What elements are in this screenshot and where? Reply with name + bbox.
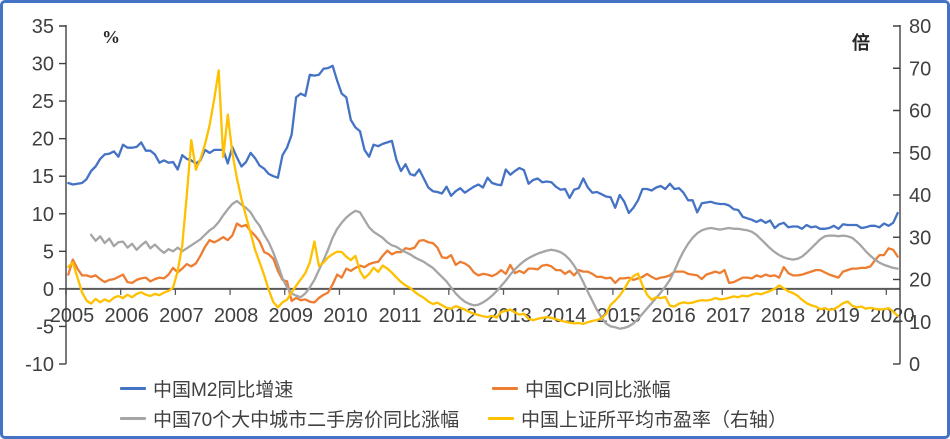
left-axis-unit-label: % (102, 27, 120, 47)
x-axis-year-label: 2017 (706, 305, 751, 327)
left-axis-tick-label: 15 (32, 166, 54, 188)
right-axis-tick-label: 40 (909, 185, 931, 207)
legend-label-cpi: 中国CPI同比涨幅 (525, 379, 671, 401)
series-line-3 (67, 69, 899, 326)
left-axis-tick-label: -5 (36, 316, 54, 338)
m2-legend-marker-icon (120, 386, 146, 390)
x-axis-year-label: 2018 (761, 305, 806, 327)
right-axis-tick-label: 0 (909, 354, 920, 376)
right-axis-tick-label: 60 (909, 101, 931, 123)
left-axis-tick-label: 25 (32, 91, 54, 113)
legend-label-m2: 中国M2同比增速 (153, 379, 294, 401)
cpi-legend-marker-icon (492, 386, 518, 390)
right-axis-tick-label: 10 (909, 312, 931, 334)
x-axis-year-label: 2014 (542, 305, 587, 327)
x-axis-year-label: 2005 (50, 305, 95, 327)
left-axis-tick-label: -10 (25, 354, 54, 376)
x-axis-year-label: 2016 (651, 305, 696, 327)
legend-item-m2: 中国M2同比增速 (120, 377, 294, 401)
legend-item-house-price: 中国70个大中城市二手房价同比涨幅 (120, 407, 460, 431)
line-chart: 2005 2006 2007 2008 2009 2010 2011 2012 2013 2014… (25, 16, 931, 376)
right-axis-tick-label: 80 (909, 16, 931, 38)
legend-label-house-price: 中国70个大中城市二手房价同比涨幅 (153, 409, 460, 431)
pe-ratio-legend-marker-icon (488, 416, 514, 420)
x-axis-year-label: 2019 (815, 305, 860, 327)
legend-label-pe-ratio: 中国上证所平均市盈率（右轴） (521, 409, 788, 431)
left-axis-tick-label: 20 (32, 129, 54, 151)
x-axis-year-label: 2010 (323, 305, 368, 327)
right-axis-tick-label: 70 (909, 58, 931, 80)
series-line-0 (67, 64, 899, 230)
left-axis-tick-label: 10 (32, 204, 54, 226)
right-axis-tick-label: 30 (909, 227, 931, 249)
right-axis-tick-label: 50 (909, 143, 931, 165)
right-axis-tick-label: 20 (909, 270, 931, 292)
right-axis-unit-label: 倍 (852, 33, 870, 53)
house-price-legend-marker-icon (120, 416, 146, 420)
series-line-2 (89, 199, 899, 330)
x-axis-year-label: 2009 (269, 305, 314, 327)
x-axis-year-label: 2006 (104, 305, 149, 327)
legend-item-cpi: 中国CPI同比涨幅 (492, 377, 671, 401)
legend-item-pe-ratio: 中国上证所平均市盈率（右轴） (488, 407, 788, 431)
x-axis-year-label: 2007 (159, 305, 204, 327)
left-axis-tick-label: 30 (32, 54, 54, 76)
x-axis-year-label: 2008 (214, 305, 259, 327)
left-axis-tick-label: 5 (43, 241, 54, 263)
left-axis-tick-label: 35 (32, 16, 54, 38)
left-axis-tick-label: 0 (43, 279, 54, 301)
x-axis-year-label: 2012 (433, 305, 478, 327)
series-line-1 (67, 222, 899, 304)
x-axis-year-label: 2011 (379, 305, 422, 327)
x-axis-year-label: 2013 (487, 305, 532, 327)
